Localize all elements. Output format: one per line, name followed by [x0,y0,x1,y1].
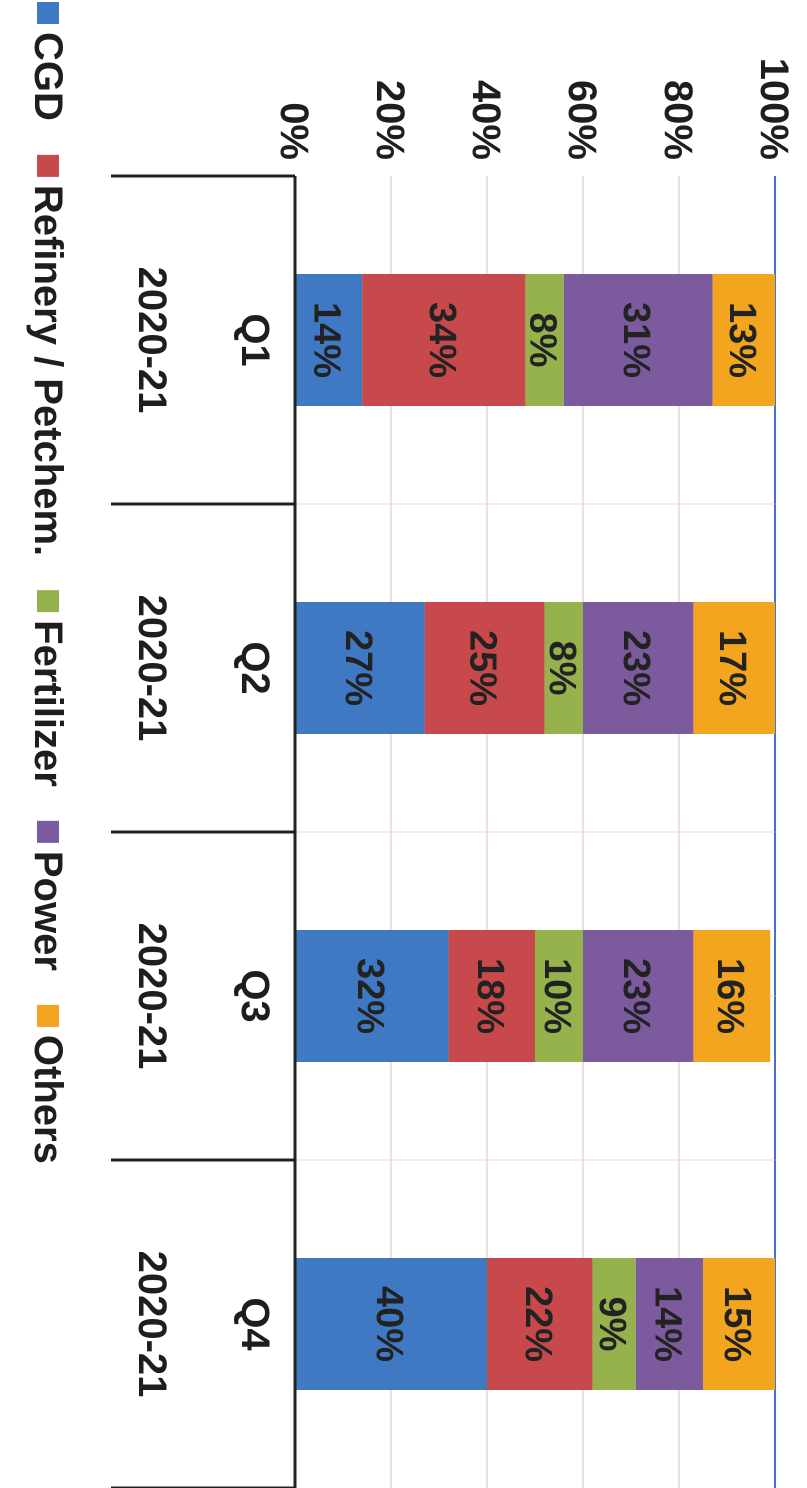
legend-swatch [37,820,59,843]
bar-segment [583,930,694,1062]
bar-segment [535,930,583,1062]
data-label: 18% [469,958,511,1034]
bar-segment [362,274,526,406]
category-sublabel: 2020-21 [130,1251,174,1398]
category-sublabel: 2020-21 [130,267,174,414]
bar-segment [583,602,694,734]
data-label: 34% [421,302,463,378]
legend-swatch [37,590,59,613]
y-tick-label: 20% [368,80,412,160]
legend-label: CGD [26,32,70,121]
category-sublabel: 2020-21 [130,595,174,742]
bar-segment [448,930,535,1062]
category-sublabel: 2020-21 [130,923,174,1070]
data-label: 25% [462,630,504,706]
data-label: 15% [716,1286,758,1362]
bar-segment [295,274,363,406]
bar-segment [295,602,425,734]
legend-label: Power [26,851,70,971]
category-label: Q3 [233,969,277,1022]
bar-segment [295,930,449,1062]
data-label: 8% [522,313,564,368]
category-label: Q1 [233,313,277,366]
y-tick-label: 100% [752,58,796,160]
bar-segment [693,930,771,1062]
y-tick-label: 0% [272,102,316,160]
chart-rotated-group: 0% 20% 40% 60% 80% 100% 14% 34% 8% 31% 13% 27% 25% 8%… [26,2,796,1488]
data-label: 17% [711,630,753,706]
y-tick-label: 80% [656,80,700,160]
bar-segment [563,274,713,406]
data-label: 23% [615,958,657,1034]
bar-segment [592,1258,636,1390]
data-label: 23% [615,630,657,706]
bar-segment [712,274,775,406]
data-label: 10% [536,958,578,1034]
bar-segment [295,1258,487,1390]
data-label: 8% [541,641,583,696]
data-label: 31% [615,302,657,378]
y-tick-label: 40% [464,80,508,160]
legend-label: Others [26,1035,70,1164]
data-label: 14% [646,1286,688,1362]
bar-segment [703,1258,775,1390]
data-label: 16% [709,958,751,1034]
data-label: 13% [721,302,763,378]
category-label: Q4 [233,1297,277,1351]
legend-label: Fertilizer [26,620,70,787]
data-label: 14% [306,302,348,378]
data-label: 9% [591,1297,633,1352]
bar-segment [544,602,583,734]
legend-swatch [37,154,59,177]
legend-swatch [37,2,59,24]
bar-segment [487,1258,593,1390]
legend-label: Refinery / Petchem. [26,185,70,556]
data-label: 32% [349,958,391,1034]
bar-segment [525,274,564,406]
data-label: 27% [337,630,379,706]
bar-segment [693,602,775,734]
data-label: 40% [368,1286,410,1362]
legend-swatch [37,1004,59,1027]
category-label: Q2 [233,641,277,694]
y-tick-label: 60% [560,80,604,160]
bar-segment [424,602,545,734]
data-label: 22% [517,1286,559,1362]
bar-segment [635,1258,703,1390]
